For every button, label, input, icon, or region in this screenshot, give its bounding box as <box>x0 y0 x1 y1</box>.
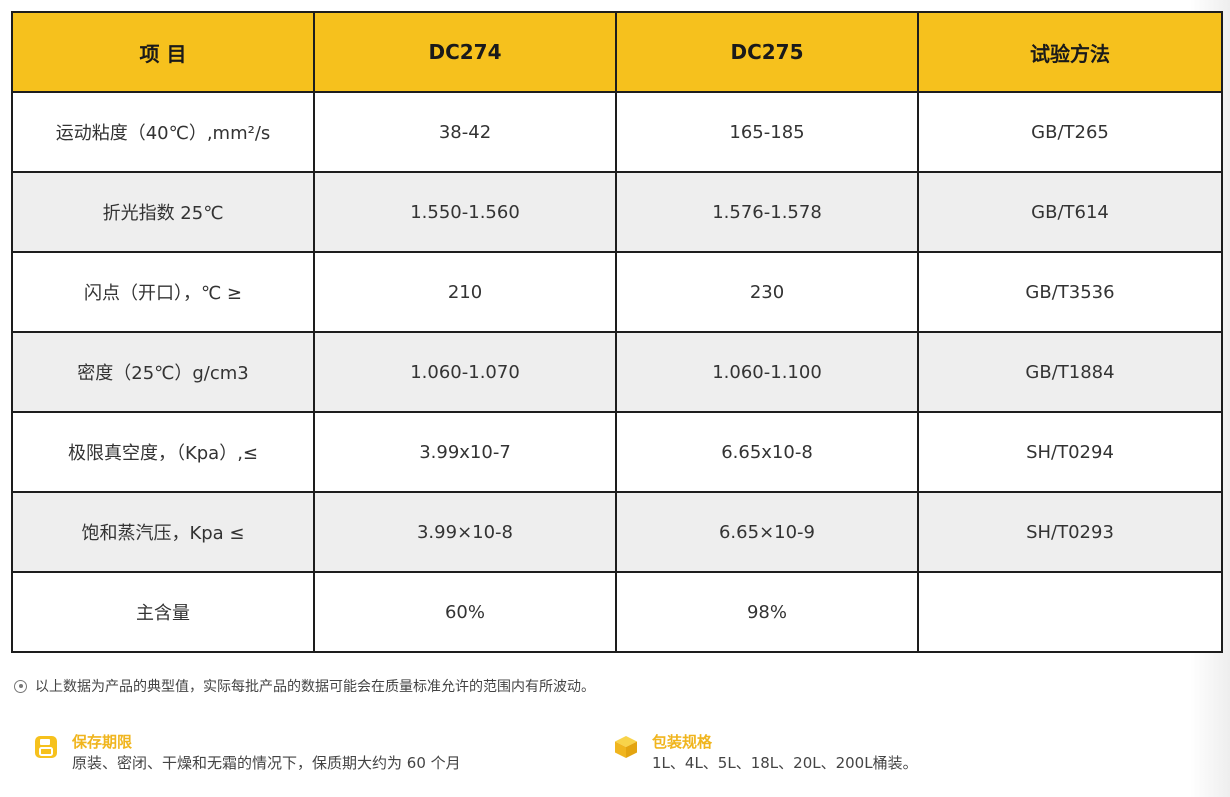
cell-dc274: 60% <box>313 571 617 653</box>
cell-item: 密度（25℃）g/cm3 <box>11 331 315 413</box>
table-row: 主含量 60% 98% <box>11 571 1223 653</box>
cell-dc275: 165-185 <box>615 91 919 173</box>
cell-method <box>917 571 1223 653</box>
box-icon <box>615 736 637 758</box>
cell-method: SH/T0294 <box>917 411 1223 493</box>
cell-dc275: 1.060-1.100 <box>615 331 919 413</box>
cell-dc274: 3.99×10-8 <box>313 491 617 573</box>
cell-dc274: 1.550-1.560 <box>313 171 617 253</box>
table-header-row: 项 目 DC274 DC275 试验方法 <box>11 11 1223 93</box>
footnote-text: 以上数据为产品的典型值，实际每批产品的数据可能会在质量标准允许的范围内有所波动。 <box>35 679 595 695</box>
packaging-block: 包装规格 1L、4L、5L、18L、20L、200L桶装。 <box>614 732 918 774</box>
storage-title: 保存期限 <box>72 733 133 751</box>
cell-dc274: 1.060-1.070 <box>313 331 617 413</box>
cell-method: SH/T0293 <box>917 491 1223 573</box>
cell-item: 极限真空度，（Kpa）,≤ <box>11 411 315 493</box>
packaging-title: 包装规格 <box>652 733 713 751</box>
cell-dc274: 210 <box>313 251 617 333</box>
cell-method: GB/T3536 <box>917 251 1223 333</box>
cell-item: 主含量 <box>11 571 315 653</box>
cell-dc274: 38-42 <box>313 91 617 173</box>
storage-block: 保存期限 原装、密闭、干燥和无霜的情况下，保质期大约为 60 个月 <box>34 732 461 774</box>
table-row: 闪点（开口），℃ ≥ 210 230 GB/T3536 <box>11 251 1223 333</box>
table-row: 饱和蒸汽压，Kpa ≤ 3.99×10-8 6.65×10-9 SH/T0293 <box>11 491 1223 573</box>
packaging-text: 1L、4L、5L、18L、20L、200L桶装。 <box>652 754 918 772</box>
table-row: 密度（25℃）g/cm3 1.060-1.070 1.060-1.100 GB/… <box>11 331 1223 413</box>
cell-method: GB/T265 <box>917 91 1223 173</box>
cell-item: 闪点（开口），℃ ≥ <box>11 251 315 333</box>
storage-text: 原装、密闭、干燥和无霜的情况下，保质期大约为 60 个月 <box>72 754 461 772</box>
table-row: 运动粘度（40℃）,mm²/s 38-42 165-185 GB/T265 <box>11 91 1223 173</box>
cell-item: 运动粘度（40℃）,mm²/s <box>11 91 315 173</box>
header-dc275: DC275 <box>615 11 919 93</box>
table-row: 极限真空度，（Kpa）,≤ 3.99x10-7 6.65x10-8 SH/T02… <box>11 411 1223 493</box>
cell-dc274: 3.99x10-7 <box>313 411 617 493</box>
header-dc274: DC274 <box>313 11 617 93</box>
cell-dc275: 1.576-1.578 <box>615 171 919 253</box>
info-circle-icon <box>14 679 27 693</box>
header-test-method: 试验方法 <box>917 11 1223 93</box>
cell-dc275: 6.65×10-9 <box>615 491 919 573</box>
cell-method: GB/T614 <box>917 171 1223 253</box>
cell-method: GB/T1884 <box>917 331 1223 413</box>
cell-dc275: 6.65x10-8 <box>615 411 919 493</box>
cell-item: 饱和蒸汽压，Kpa ≤ <box>11 491 315 573</box>
cell-dc275: 98% <box>615 571 919 653</box>
cell-dc275: 230 <box>615 251 919 333</box>
header-item: 项 目 <box>11 11 315 93</box>
spec-table: 项 目 DC274 DC275 试验方法 运动粘度（40℃）,mm²/s 38-… <box>11 11 1223 653</box>
save-icon <box>35 736 57 758</box>
footnote: 以上数据为产品的典型值，实际每批产品的数据可能会在质量标准允许的范围内有所波动。 <box>14 676 595 696</box>
table-row: 折光指数 25℃ 1.550-1.560 1.576-1.578 GB/T614 <box>11 171 1223 253</box>
cell-item: 折光指数 25℃ <box>11 171 315 253</box>
